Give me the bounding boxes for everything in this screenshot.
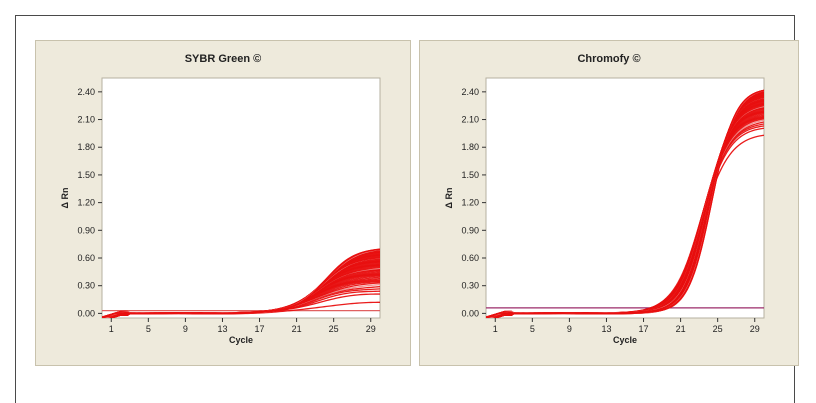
x-tick-label: 21 <box>292 324 302 334</box>
x-tick-label: 9 <box>183 324 188 334</box>
curves-group <box>486 89 764 318</box>
x-tick-label: 1 <box>493 324 498 334</box>
y-tick-label: 2.10 <box>461 115 479 125</box>
y-tick-label: 1.20 <box>461 198 479 208</box>
y-tick-label: 0.60 <box>77 253 95 263</box>
y-tick-label: 0.00 <box>77 308 95 318</box>
y-tick-label: 1.50 <box>461 170 479 180</box>
x-tick-label: 25 <box>713 324 723 334</box>
chart-title: Chromofy © <box>577 53 641 65</box>
chart-title: SYBR Green © <box>184 53 262 65</box>
amplification-curve <box>486 89 764 318</box>
y-tick-label: 0.30 <box>461 281 479 291</box>
y-axis-label: Δ Rn <box>60 188 70 209</box>
x-tick-label: 5 <box>530 324 535 334</box>
y-tick-label: 1.20 <box>77 198 95 208</box>
y-tick-label: 2.40 <box>77 87 95 97</box>
y-tick-label: 2.40 <box>461 87 479 97</box>
chart-panel-chromofy: Chromofy © 0.00 0.30 0.60 0.90 1.20 1.50 1.80 2… <box>419 40 799 366</box>
y-tick-label: 1.80 <box>77 142 95 152</box>
x-tick-label: 29 <box>750 324 760 334</box>
y-tick-label: 0.00 <box>461 308 479 318</box>
plot-area <box>485 77 765 319</box>
x-axis-label: Cycle <box>613 335 637 345</box>
x-tick-label: 17 <box>639 324 649 334</box>
x-tick-label: 25 <box>329 324 339 334</box>
y-tick-label: 1.50 <box>77 170 95 180</box>
amplification-curve <box>102 248 380 318</box>
y-axis-label: Δ Rn <box>444 188 454 209</box>
y-tick-label: 0.60 <box>461 253 479 263</box>
curves-group <box>102 248 380 318</box>
y-tick-label: 0.90 <box>461 225 479 235</box>
y-tick-label: 1.80 <box>461 142 479 152</box>
chart-panel-sybr: SYBR Green © 0.00 0.30 0.60 0.90 1.20 1.50 1.8… <box>35 40 411 366</box>
x-tick-label: 1 <box>109 324 114 334</box>
x-tick-label: 13 <box>601 324 611 334</box>
x-axis-label: Cycle <box>229 335 253 345</box>
x-tick-label: 21 <box>676 324 686 334</box>
y-tick-label: 0.90 <box>77 225 95 235</box>
x-tick-label: 13 <box>217 324 227 334</box>
x-tick-label: 5 <box>146 324 151 334</box>
chart-svg-sybr: 0.00 0.30 0.60 0.90 1.20 1.50 1.80 2.10 2.40 1 5 9 1… <box>60 77 381 345</box>
y-tick-label: 2.10 <box>77 115 95 125</box>
x-tick-label: 29 <box>366 324 376 334</box>
chart-svg-chromofy: 0.00 0.30 0.60 0.90 1.20 1.50 1.80 2.10 2.40 1 5 9 1… <box>444 77 765 345</box>
y-tick-label: 0.30 <box>77 281 95 291</box>
x-tick-label: 9 <box>567 324 572 334</box>
x-tick-label: 17 <box>255 324 265 334</box>
